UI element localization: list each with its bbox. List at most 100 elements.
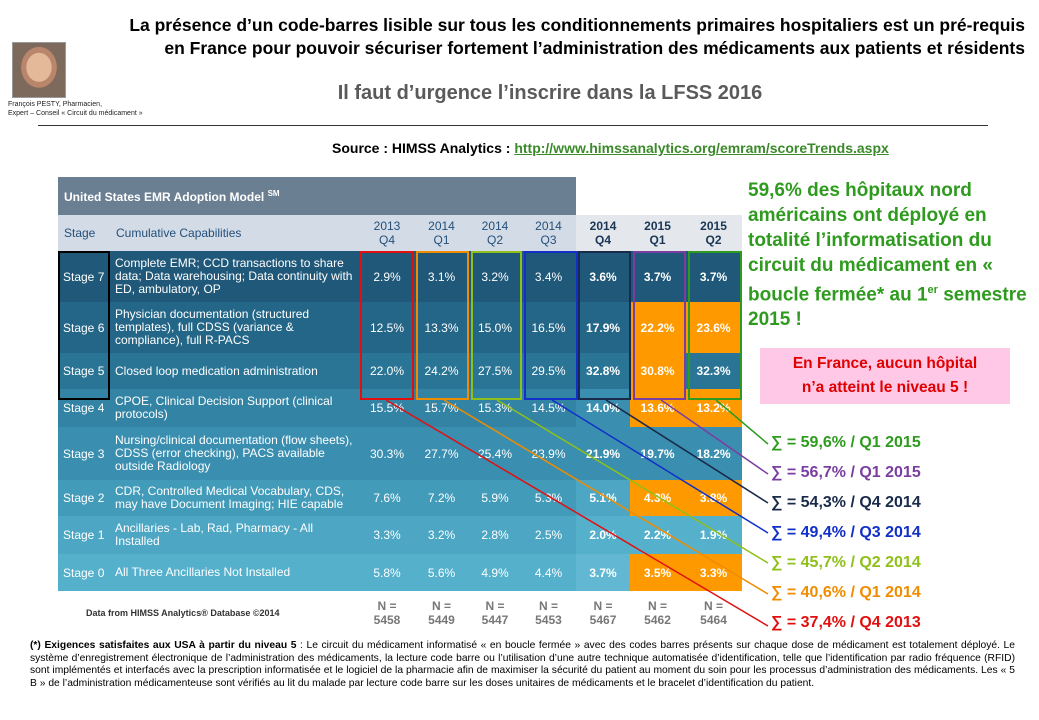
author-photo [12,42,66,98]
n-cell: N = 5453 [521,591,577,635]
footnote-body: : Le circuit du médicament informatisé «… [30,640,1016,689]
col-header-period: 2013 Q4 [360,215,414,251]
stage-label: Stage 7 [58,251,110,302]
col-header-period: 2014 Q3 [521,215,577,251]
value-cell: 12.5% [360,302,414,353]
n-cell: N = 5447 [469,591,521,635]
value-cell: 5.3% [521,480,577,516]
value-cell: 15.0% [469,302,521,353]
author-name: François PESTY, Pharmacien, [8,101,103,108]
sum-q3-2014: ∑ = 49,4% / Q3 2014 [771,524,921,541]
france-callout-line-2: n’a atteint le niveau 5 ! [801,379,969,396]
value-cell: 27.5% [469,353,521,389]
col-header-period: 2014 Q1 [414,215,469,251]
value-cell: 23.6% [685,302,743,353]
col-header-period: 2015 Q1 [630,215,686,251]
value-cell: 15.7% [414,389,469,427]
value-cell: 5.6% [414,554,469,591]
france-callout-line-1: En France, aucun hôpital [792,355,978,372]
author-role: Expert – Conseil « Circuit du médicament… [8,110,143,117]
value-cell: 13.6% [630,389,686,427]
value-cell: 25.4% [469,427,521,480]
value-cell: 14.0% [576,389,631,427]
footnote-lead: (*) Exigences satisfaites aux USA à part… [30,640,297,651]
capabilities-cell: Nursing/clinical documentation (flow she… [110,427,360,480]
value-cell: 3.1% [414,251,469,302]
value-cell: 22.2% [630,302,686,353]
value-cell: 32.8% [576,353,631,389]
stage-label: Stage 0 [58,554,110,591]
value-cell: 7.2% [414,480,469,516]
value-cell: 3.7% [630,251,686,302]
sum-q1-2015-b: ∑ = 56,7% / Q1 2015 [771,464,921,481]
sum-q4-2014: ∑ = 54,3% / Q4 2014 [771,494,921,511]
value-cell: 32.3% [685,353,743,389]
stage-label: Stage 6 [58,302,110,353]
value-cell: 1.9% [685,516,743,554]
stage-label: Stage 4 [58,389,110,427]
capabilities-cell: CPOE, Clinical Decision Support (clinica… [110,389,360,427]
value-cell: 2.8% [469,516,521,554]
subtitle: Il faut d’urgence l’inscrire dans la LFS… [337,82,763,104]
value-cell: 22.0% [360,353,414,389]
value-cell: 18.2% [685,427,743,480]
source-label: Source : HIMSS Analytics : [332,140,515,156]
headline-callout: 59,6% des hôpitaux nord américains ont d… [748,180,1027,331]
value-cell: 7.6% [360,480,414,516]
table-row: Stage 3 Nursing/clinical documentation (… [58,427,743,480]
table-row: Stage 4 CPOE, Clinical Decision Support … [58,389,743,427]
value-cell: 13.3% [414,302,469,353]
footnote: (*) Exigences satisfaites aux USA à part… [30,640,1015,690]
col-header-period: 2015 Q2 [685,215,743,251]
value-cell: 5.1% [576,480,631,516]
value-cell: 13.2% [685,389,743,427]
value-cell: 2.0% [576,516,631,554]
value-cell: 15.3% [469,389,521,427]
col-header-period: 2014 Q2 [469,215,521,251]
capabilities-cell: Complete EMR; CCD transactions to share … [110,251,360,302]
title-line-2: en France pour pouvoir sécuriser forteme… [164,38,1025,58]
table-row: Stage 7 Complete EMR; CCD transactions t… [58,251,743,302]
value-cell: 29.5% [521,353,577,389]
sample-size-row: Data from HIMSS Analytics® Database ©201… [58,591,743,635]
capabilities-cell: All Three Ancillaries Not Installed [110,554,360,591]
n-cell: N = 5464 [685,591,743,635]
col-header-period: 2014 Q4 [576,215,631,251]
page-title: La présence d’un code-barres lisible sur… [70,14,1025,60]
table-row: Stage 1 Ancillaries - Lab, Rad, Pharmacy… [58,516,743,554]
value-cell: 4.9% [469,554,521,591]
value-cell: 3.4% [521,251,577,302]
value-cell: 3.2% [469,251,521,302]
france-callout: En France, aucun hôpital n’a atteint le … [760,348,1010,404]
capabilities-cell: Closed loop medication administration [110,353,360,389]
value-cell: 2.9% [360,251,414,302]
value-cell: 30.8% [630,353,686,389]
stage-label: Stage 5 [58,353,110,389]
value-cell: 24.2% [414,353,469,389]
source-link[interactable]: http://www.himssanalytics.org/emram/scor… [514,140,889,156]
author-caption: François PESTY, Pharmacien, Expert – Con… [8,100,183,118]
value-cell: 3.7% [685,251,743,302]
value-cell: 3.6% [576,251,631,302]
n-cell: N = 5462 [630,591,686,635]
sum-q4-2013: ∑ = 37,4% / Q4 2013 [771,614,921,631]
emr-adoption-table: United States EMR Adoption Model SM Stag… [58,177,743,636]
stage-label: Stage 3 [58,427,110,480]
value-cell: 14.5% [521,389,577,427]
value-cell: 2.2% [630,516,686,554]
value-cell: 3.8% [685,480,743,516]
sum-q1-2015: ∑ = 59,6% / Q1 2015 [771,434,921,451]
capabilities-cell: CDR, Controlled Medical Vocabulary, CDS,… [110,480,360,516]
col-header-stage: Stage [58,215,110,251]
capabilities-cell: Physician documentation (structured temp… [110,302,360,353]
title-line-1: La présence d’un code-barres lisible sur… [129,15,1025,35]
sum-q1-2014: ∑ = 40,6% / Q1 2014 [771,584,921,601]
value-cell: 3.5% [630,554,686,591]
n-cell: N = 5458 [360,591,414,635]
col-header-capabilities: Cumulative Capabilities [110,215,360,251]
n-cell: N = 5467 [576,591,631,635]
value-cell: 21.9% [576,427,631,480]
table-row: Stage 0 All Three Ancillaries Not Instal… [58,554,743,591]
table-row: Stage 6 Physician documentation (structu… [58,302,743,353]
value-cell: 3.2% [414,516,469,554]
